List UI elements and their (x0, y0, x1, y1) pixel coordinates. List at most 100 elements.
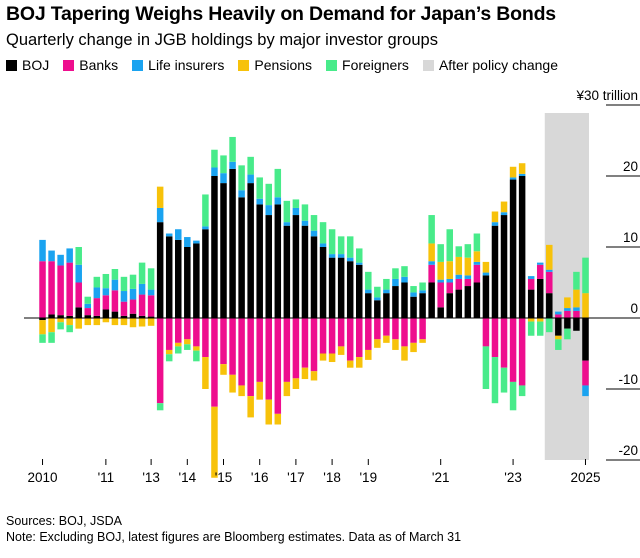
bar-life-50 (491, 222, 499, 226)
bar-foreigners-16 (184, 344, 191, 350)
bar-boj-26 (274, 204, 282, 318)
bar-banks-12 (147, 295, 155, 317)
legend-swatch-boj (6, 59, 17, 71)
bar-foreigners-47 (464, 244, 472, 258)
bar-pensions-31 (319, 353, 327, 361)
bar-life-59 (573, 307, 580, 311)
bar-pensions-30 (310, 371, 318, 381)
bar-banks-13 (156, 318, 164, 404)
bar-pensions-6 (93, 318, 101, 326)
bar-boj-18 (202, 229, 209, 318)
bar-boj-45 (446, 293, 453, 318)
bar-life-35 (356, 262, 363, 265)
x-tick-label-52: '23 (504, 470, 522, 485)
bar-life-48 (473, 261, 481, 265)
bar-boj-56 (546, 293, 553, 318)
bar-foreigners-0 (39, 334, 46, 343)
bar-pensions-34 (346, 360, 354, 368)
bar-boj-48 (473, 282, 481, 318)
bar-banks-28 (292, 318, 300, 379)
bar-banks-15 (175, 318, 182, 343)
bar-life-39 (392, 278, 399, 287)
bar-pensions-41 (410, 342, 417, 353)
bar-life-0 (39, 239, 46, 262)
bar-foreigners-23 (247, 156, 254, 175)
bar-foreigners-6 (93, 276, 101, 288)
bar-boj-36 (365, 293, 372, 318)
bar-banks-27 (283, 318, 291, 382)
bar-boj-22 (238, 197, 245, 318)
bar-boj-16 (184, 247, 191, 318)
bar-life-57 (555, 311, 562, 315)
bar-boj-23 (247, 183, 254, 318)
bar-boj-38 (383, 293, 390, 318)
bar-life-16 (184, 237, 191, 247)
bar-foreigners-22 (238, 165, 245, 191)
x-tick-label-32: '18 (323, 470, 341, 485)
bar-banks-5 (84, 308, 92, 316)
x-tick-label-16: '14 (179, 470, 197, 485)
bar-life-41 (410, 292, 417, 297)
bar-banks-40 (401, 318, 408, 347)
bar-pensions-29 (301, 367, 309, 380)
bar-life-42 (419, 290, 426, 294)
bar-life-15 (175, 229, 182, 240)
bar-boj-10 (129, 313, 137, 318)
bar-boj-21 (229, 168, 236, 318)
bar-boj-44 (437, 307, 444, 318)
bar-banks-51 (500, 318, 508, 368)
bar-foreigners-25 (265, 183, 272, 206)
bar-banks-19 (211, 318, 218, 407)
bar-pensions-8 (111, 318, 119, 326)
bar-pensions-47 (464, 257, 472, 276)
legend: BOJ Banks Life insurers Pensions Foreign… (6, 57, 572, 73)
bar-life-55 (536, 262, 544, 265)
bar-pensions-51 (500, 201, 508, 213)
bar-life-29 (301, 220, 309, 226)
bar-foreigners-10 (129, 274, 137, 289)
bar-life-6 (93, 287, 101, 299)
x-tick-label-24: '16 (251, 470, 269, 485)
bar-foreigners-38 (383, 278, 390, 290)
bar-life-18 (202, 226, 209, 230)
bar-foreigners-40 (401, 266, 408, 277)
x-tick-label-20: '15 (215, 470, 233, 485)
legend-swatch-pensions (238, 59, 250, 71)
bar-pensions-18 (202, 357, 209, 389)
bar-pensions-5 (84, 318, 92, 326)
bar-pensions-48 (473, 251, 481, 262)
bar-life-32 (328, 254, 336, 258)
x-tick-label-28: '17 (287, 470, 305, 485)
bar-pensions-35 (356, 357, 363, 368)
bar-banks-47 (464, 278, 472, 287)
bar-banks-41 (410, 318, 417, 343)
bar-banks-32 (328, 318, 336, 354)
bar-foreigners-34 (346, 236, 354, 258)
bar-foreigners-7 (102, 273, 110, 289)
bar-foreigners-31 (319, 222, 327, 244)
bar-boj-24 (256, 204, 263, 318)
bar-foreigners-54 (527, 321, 535, 336)
bar-boj-12 (147, 316, 155, 318)
bar-life-25 (265, 205, 272, 216)
bar-banks-7 (102, 295, 110, 310)
bar-boj-37 (374, 300, 381, 318)
legend-item-banks: Banks (63, 57, 118, 73)
y-tick-label--10: -10 (618, 372, 638, 387)
bar-boj-3 (66, 315, 73, 318)
bar-pensions-56 (546, 244, 553, 270)
bar-foreigners-28 (292, 199, 300, 208)
bar-foreigners-43 (428, 215, 435, 244)
bar-foreigners-1 (48, 332, 55, 343)
bar-foreigners-27 (283, 200, 291, 223)
bar-life-5 (84, 303, 92, 309)
bar-foreigners-44 (437, 244, 444, 262)
bar-pensions-11 (138, 318, 146, 327)
bar-life-36 (365, 289, 372, 294)
legend-item-foreigners: Foreigners (326, 57, 409, 73)
bar-boj-32 (328, 257, 336, 318)
bar-foreigners-12 (147, 268, 155, 290)
bar-life-43 (428, 261, 435, 265)
bar-pensions-38 (383, 335, 390, 343)
bar-foreigners-29 (301, 204, 309, 221)
